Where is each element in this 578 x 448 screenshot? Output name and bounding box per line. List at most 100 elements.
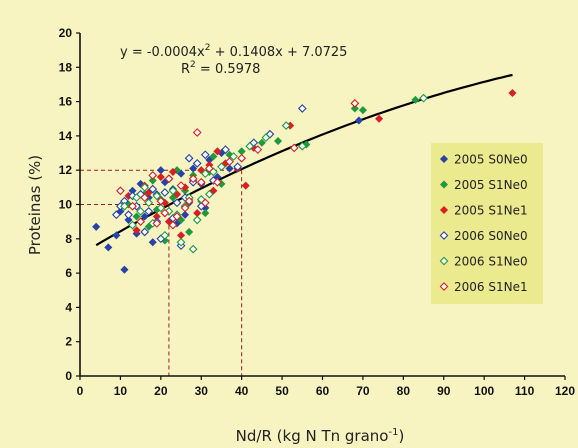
data-point bbox=[225, 157, 234, 167]
data-point bbox=[164, 174, 174, 184]
data-point bbox=[358, 106, 367, 115]
data-point bbox=[229, 152, 238, 161]
data-point bbox=[253, 145, 263, 154]
y-tick-label: 18 bbox=[59, 60, 73, 74]
data-point bbox=[233, 162, 243, 172]
data-point bbox=[200, 150, 210, 160]
data-point bbox=[257, 138, 266, 147]
data-points-layer bbox=[92, 89, 517, 274]
data-point bbox=[204, 164, 214, 173]
data-point bbox=[148, 184, 158, 194]
legend-box bbox=[431, 143, 543, 304]
y-tick-label: 16 bbox=[59, 95, 73, 109]
data-point bbox=[120, 265, 129, 274]
data-point bbox=[200, 169, 210, 179]
y-tick-label: 0 bbox=[65, 369, 72, 383]
data-point bbox=[140, 227, 150, 237]
legend-marker bbox=[439, 231, 449, 240]
data-point bbox=[172, 212, 182, 221]
y-tick-label: 8 bbox=[65, 232, 72, 246]
x-axis-title: Nd/R (kg N Tn grano-1) bbox=[236, 427, 405, 445]
data-point bbox=[156, 196, 166, 206]
data-point bbox=[124, 215, 133, 224]
x-tick-label: 80 bbox=[397, 384, 411, 398]
data-point bbox=[140, 193, 150, 203]
y-tick-label: 10 bbox=[59, 198, 73, 212]
data-point bbox=[196, 177, 206, 187]
legend-entries: 2005 S0Ne0 2005 S1Ne0 2005 S1Ne1 2006 S0Ne0… bbox=[439, 153, 528, 294]
data-point bbox=[140, 182, 150, 192]
data-point bbox=[136, 206, 146, 216]
data-point bbox=[168, 220, 178, 230]
data-point bbox=[213, 147, 222, 156]
y-tick-label: 4 bbox=[65, 300, 72, 314]
data-point bbox=[160, 208, 170, 218]
y-tick-labels: 0 2 4 6 8 10 12 14 16 18 20 bbox=[59, 26, 73, 383]
data-point bbox=[136, 217, 146, 227]
data-point bbox=[160, 188, 170, 197]
legend: 2005 S0Ne0 2005 S1Ne0 2005 S1Ne1 2006 S0Ne0… bbox=[431, 143, 543, 304]
x-tick-label: 100 bbox=[474, 384, 494, 398]
x-tick-label: 90 bbox=[437, 384, 451, 398]
data-point bbox=[350, 104, 359, 113]
regression-equation: y = -0.0004x2 + 0.1408x + 7.0725 bbox=[120, 43, 347, 60]
y-tick-label: 6 bbox=[65, 266, 72, 280]
data-point bbox=[124, 210, 133, 220]
data-point bbox=[160, 230, 170, 240]
legend-label: 2006 S1Ne0 bbox=[454, 255, 528, 269]
data-point bbox=[213, 177, 222, 187]
legend-label: 2006 S0Ne0 bbox=[454, 229, 528, 243]
data-point bbox=[241, 181, 250, 190]
data-point bbox=[508, 89, 517, 98]
data-point bbox=[148, 176, 157, 185]
data-point bbox=[184, 196, 194, 206]
data-point bbox=[168, 167, 177, 176]
data-point bbox=[281, 121, 291, 130]
legend-label: 2006 S1Ne1 bbox=[454, 280, 528, 294]
data-point bbox=[209, 152, 218, 161]
x-tick-label: 10 bbox=[114, 384, 128, 398]
data-point bbox=[140, 212, 149, 221]
data-point bbox=[354, 116, 363, 125]
data-point bbox=[411, 95, 420, 104]
data-point bbox=[192, 158, 202, 168]
legend-marker bbox=[439, 154, 449, 164]
x-tick-label: 50 bbox=[275, 384, 289, 398]
legend-marker bbox=[439, 180, 449, 189]
x-tick-labels: 0 10 20 30 40 50 60 70 80 90 100 110 120 bbox=[77, 384, 576, 398]
data-point bbox=[104, 243, 113, 252]
data-point bbox=[176, 181, 186, 191]
data-point bbox=[289, 143, 299, 153]
data-point bbox=[184, 153, 194, 163]
data-point bbox=[297, 104, 307, 113]
data-point bbox=[168, 186, 178, 196]
data-point bbox=[132, 193, 141, 203]
x-tick-label: 20 bbox=[154, 384, 168, 398]
data-point bbox=[152, 218, 162, 228]
x-tick-label: 110 bbox=[515, 384, 535, 398]
data-point bbox=[92, 222, 101, 231]
data-point bbox=[112, 231, 121, 240]
data-point bbox=[192, 215, 202, 225]
data-point bbox=[128, 201, 137, 211]
legend-marker bbox=[439, 256, 449, 266]
legend-label: 2005 S1Ne1 bbox=[454, 204, 528, 218]
data-point bbox=[148, 238, 157, 247]
legend-label: 2005 S1Ne0 bbox=[454, 178, 528, 192]
data-point bbox=[350, 98, 360, 108]
x-tick-label: 30 bbox=[195, 384, 209, 398]
x-tick-label: 0 bbox=[77, 384, 84, 398]
r-squared-value: R2 = 0.5978 bbox=[181, 60, 260, 77]
data-point bbox=[185, 227, 194, 236]
data-point bbox=[116, 186, 125, 196]
data-point bbox=[148, 170, 158, 180]
data-point bbox=[111, 210, 121, 220]
data-point bbox=[302, 140, 311, 149]
data-point bbox=[132, 226, 141, 235]
data-point bbox=[274, 137, 283, 146]
y-axis-title: Proteinas (%) bbox=[26, 155, 44, 255]
data-point bbox=[120, 201, 129, 211]
data-point bbox=[176, 237, 186, 247]
data-point bbox=[419, 93, 428, 103]
